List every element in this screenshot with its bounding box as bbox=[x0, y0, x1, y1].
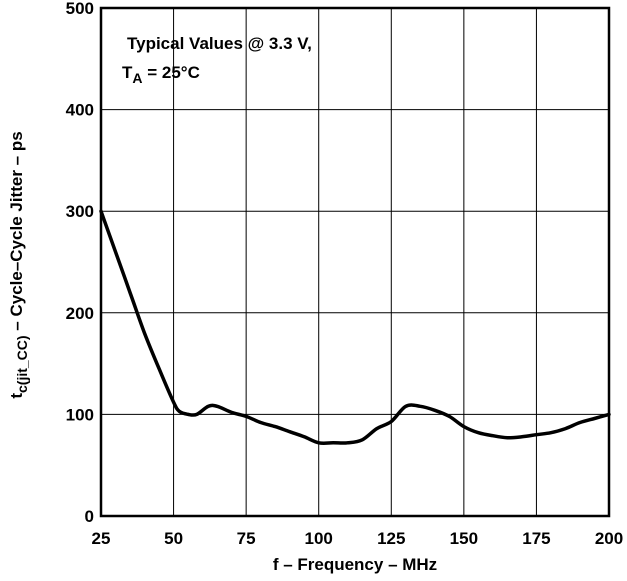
x-tick-labels: 25 50 75 100 125 150 175 200 bbox=[92, 529, 624, 548]
x-tick-label: 125 bbox=[377, 529, 405, 548]
x-tick-label: 175 bbox=[522, 529, 550, 548]
x-tick-label: 100 bbox=[305, 529, 333, 548]
y-tick-label: 500 bbox=[66, 0, 94, 18]
y-tick-label: 200 bbox=[66, 304, 94, 323]
x-tick-label: 50 bbox=[164, 529, 183, 548]
y-tick-labels: 0 100 200 300 400 500 bbox=[66, 0, 94, 526]
y-axis-label: tc(jit_CC) – Cycle–Cycle Jitter – ps bbox=[7, 131, 30, 398]
annotation-line-1: Typical Values @ 3.3 V, bbox=[127, 34, 312, 53]
annotation: Typical Values @ 3.3 V, TA = 25°C bbox=[122, 34, 312, 86]
y-tick-label: 100 bbox=[66, 405, 94, 424]
y-tick-label: 300 bbox=[66, 202, 94, 221]
x-tick-label: 25 bbox=[92, 529, 111, 548]
annotation-line-2: TA = 25°C bbox=[122, 63, 200, 86]
plot-frame bbox=[99, 6, 611, 518]
x-tick-label: 150 bbox=[450, 529, 478, 548]
x-tick-label: 200 bbox=[595, 529, 623, 548]
x-tick-label: 75 bbox=[237, 529, 256, 548]
y-tick-label: 0 bbox=[85, 507, 94, 526]
y-tick-label: 400 bbox=[66, 101, 94, 120]
grid bbox=[101, 8, 609, 516]
x-axis-label: f – Frequency – MHz bbox=[273, 555, 437, 574]
jitter-series-line bbox=[99, 209, 611, 446]
